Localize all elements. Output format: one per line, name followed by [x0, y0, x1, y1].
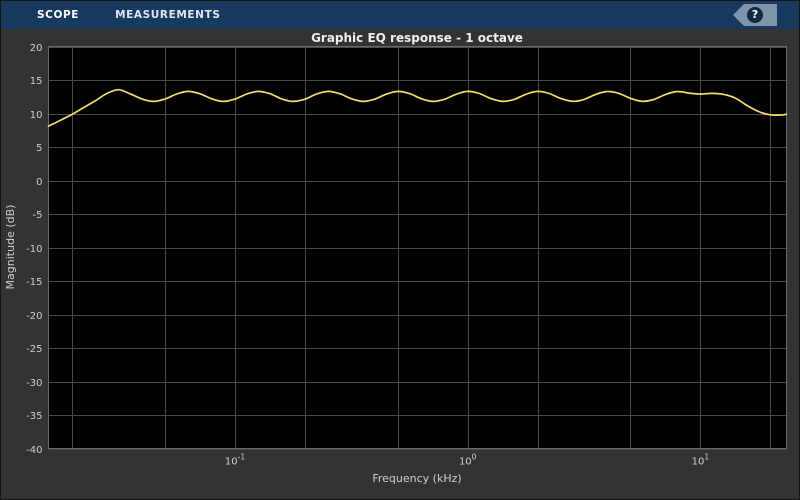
- y-tick-label: -35: [26, 411, 42, 422]
- y-tick-label: -10: [26, 244, 42, 255]
- y-tick-label: -5: [33, 210, 43, 221]
- y-tick-label: -40: [26, 445, 42, 456]
- y-axis-label: Magnitude (dB): [4, 205, 17, 290]
- y-tick-label: 20: [30, 43, 43, 54]
- y-tick-label: -20: [26, 311, 42, 322]
- tab-scope[interactable]: SCOPE: [37, 9, 80, 21]
- x-tick-label: 10-1: [225, 453, 245, 468]
- axis-ticks: 20 15 10 5 0 -5 -10 -15 -20 -25 -30 -35 -40 10-1 100 10…: [26, 43, 709, 468]
- y-tick-label: 0: [36, 177, 42, 188]
- help-badge: ?: [733, 4, 777, 26]
- eq-response-chart: 20 15 10 5 0 -5 -10 -15 -20 -25 -30 -35 -40 10-1 100 10…: [4, 31, 788, 485]
- x-tick-label: 101: [692, 453, 710, 468]
- y-tick-label: 10: [30, 110, 43, 121]
- grid: [48, 46, 787, 450]
- tab-measurements[interactable]: MEASUREMENTS: [115, 9, 221, 21]
- y-tick-label: 5: [36, 143, 42, 154]
- help-icon: ?: [747, 7, 763, 23]
- toolbar: SCOPE MEASUREMENTS ?: [1, 1, 799, 29]
- y-tick-label: -30: [26, 378, 42, 389]
- chart-title: Graphic EQ response - 1 octave: [311, 31, 523, 45]
- x-tick-label: 100: [459, 453, 477, 468]
- y-tick-label: -25: [26, 344, 42, 355]
- plot-border: [48, 46, 787, 449]
- eq-response-line: [47, 88, 788, 128]
- plot-background[interactable]: [48, 46, 787, 449]
- x-axis-label: Frequency (kHz): [372, 472, 461, 485]
- help-button[interactable]: ?: [733, 4, 777, 26]
- y-tick-label: -15: [26, 277, 42, 288]
- y-tick-label: 15: [30, 76, 43, 87]
